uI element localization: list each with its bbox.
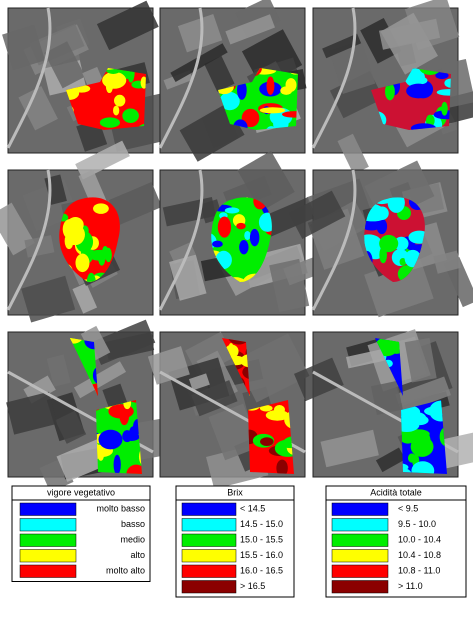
legend-label: basso <box>121 519 145 529</box>
legend-swatch <box>182 550 236 563</box>
field-zone <box>379 235 398 252</box>
legend-label: molto alto <box>106 566 145 576</box>
legend-label: 9.5 - 10.0 <box>398 519 436 529</box>
legend-swatch <box>20 565 76 578</box>
legend-swatch <box>182 534 236 547</box>
field-zone <box>122 109 139 123</box>
field-zone <box>102 246 108 258</box>
legend-swatch <box>182 519 236 532</box>
field-zone <box>408 453 416 462</box>
legend: Brix < 14.5 14.5 - 15.0 15.0 - 15.5 15.5 - 1… <box>176 486 294 597</box>
legend-label: 10.4 - 10.8 <box>398 550 441 560</box>
legend-swatch <box>20 534 76 547</box>
field-zone <box>441 102 448 116</box>
field-zone <box>266 77 274 95</box>
field-zone <box>244 231 250 240</box>
legend-title: Brix <box>227 487 243 497</box>
field-zone <box>99 430 123 450</box>
legend-label: molto basso <box>96 504 145 514</box>
legend-label: 10.0 - 10.4 <box>398 535 441 545</box>
aerial-image <box>0 141 162 323</box>
aerial-image <box>160 151 333 323</box>
legend-label: alto <box>130 550 145 560</box>
aerial-image <box>313 0 473 174</box>
field-zone <box>250 229 259 246</box>
field-zone <box>225 207 240 213</box>
field-zone <box>113 106 119 116</box>
aerial-image <box>148 326 310 489</box>
aerial-image <box>6 320 167 493</box>
field-zone <box>102 72 126 89</box>
legend-swatch <box>20 519 76 532</box>
legend-swatch <box>332 519 388 532</box>
legend-title: vigore vegetativo <box>47 487 115 497</box>
legend-swatch <box>332 503 388 516</box>
legend-swatch <box>182 581 236 594</box>
field-zone <box>93 203 109 214</box>
legend-swatch <box>332 534 388 547</box>
figure: vigore vegetativo molto basso basso medio al… <box>0 0 473 612</box>
field-zone <box>106 80 113 93</box>
legend-label: medio <box>120 535 145 545</box>
field-zone <box>411 436 434 456</box>
field-zone <box>239 240 248 254</box>
field-zone <box>411 415 428 425</box>
legend-swatch <box>182 503 236 516</box>
field-zone <box>75 254 89 273</box>
legend-label: 14.5 - 15.0 <box>240 519 283 529</box>
field-zone <box>260 107 286 113</box>
legend-title: Acidità totale <box>370 487 422 497</box>
field-zone <box>212 241 223 248</box>
legend-swatch <box>332 550 388 563</box>
legend-label: 10.8 - 11.0 <box>398 566 440 576</box>
legend-label: < 14.5 <box>240 504 265 514</box>
legend: Acidità totale < 9.5 9.5 - 10.0 10.0 - 10.4… <box>326 486 466 597</box>
aerial-image <box>160 0 307 162</box>
field-zone <box>65 224 85 245</box>
field-zone <box>260 437 273 446</box>
aerial-image <box>294 325 473 488</box>
legend-label: > 16.5 <box>240 581 265 591</box>
legend-label: 15.0 - 15.5 <box>240 535 283 545</box>
legend: vigore vegetativo molto basso basso medio al… <box>12 486 150 582</box>
field-zone <box>114 455 121 475</box>
field-zone <box>218 216 231 237</box>
field-zone <box>406 84 431 99</box>
legend-label: 16.0 - 16.5 <box>240 566 283 576</box>
legend-swatch <box>182 565 236 578</box>
aerial-image <box>289 161 473 323</box>
field-zone <box>236 223 245 229</box>
legend-swatch <box>332 565 388 578</box>
legend-label: > 11.0 <box>398 581 423 591</box>
aerial-image <box>2 1 174 162</box>
legend-swatch <box>332 581 388 594</box>
legend-label: < 9.5 <box>398 504 418 514</box>
field-zone <box>280 86 292 94</box>
field-zone <box>274 405 285 414</box>
legend-swatch <box>20 503 76 516</box>
legend-label: 15.5 - 16.0 <box>240 550 283 560</box>
field-zone <box>122 430 132 442</box>
field-zone <box>100 117 120 127</box>
legend-swatch <box>20 550 76 563</box>
field-zone <box>114 95 125 107</box>
